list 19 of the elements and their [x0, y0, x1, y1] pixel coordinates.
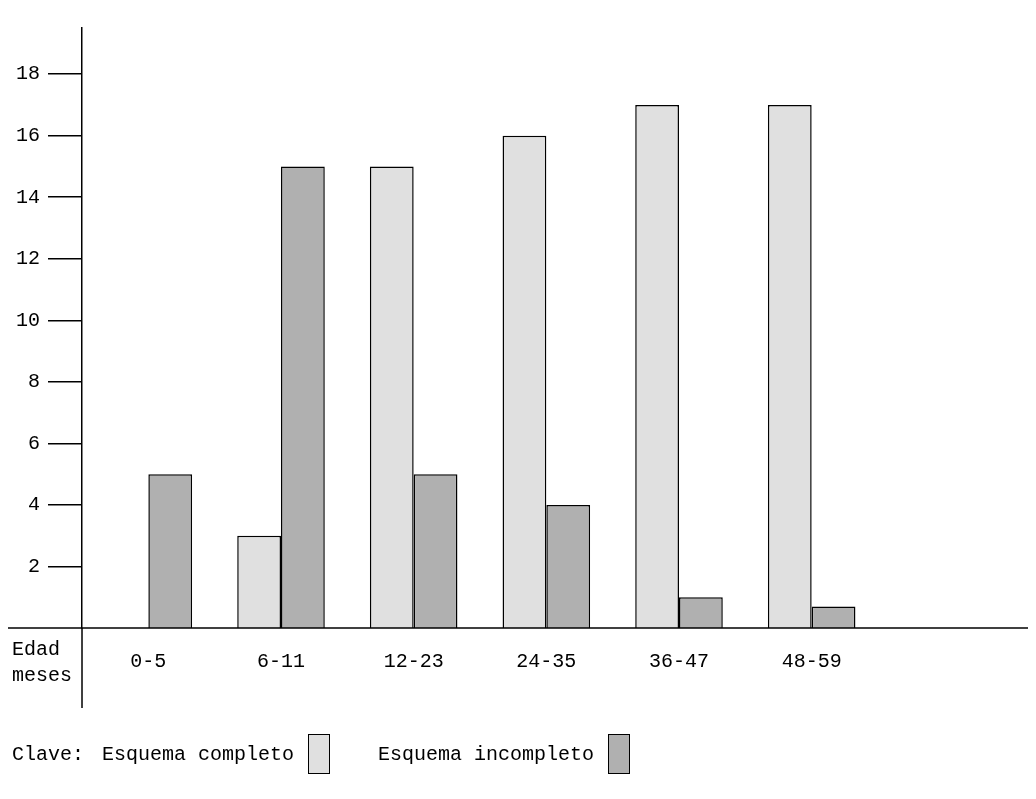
- y-tick-label: 12: [15, 247, 40, 271]
- legend-label: Esquema completo: [102, 742, 295, 766]
- y-tick-label: 10: [15, 308, 40, 332]
- y-tick-label: 18: [15, 62, 40, 86]
- x-tick-label: 0-5: [130, 650, 167, 674]
- y-tick-label: 4: [27, 493, 40, 517]
- x-tick-label: 24-35: [516, 650, 577, 674]
- y-tick-label: 6: [27, 431, 40, 455]
- x-tick-label: 36-47: [648, 650, 710, 674]
- y-tick-label: 14: [15, 185, 40, 209]
- y-tick-label: 8: [27, 370, 40, 394]
- x-axis-title: Edad meses: [12, 638, 73, 688]
- x-tick-label: 12-23: [383, 650, 444, 674]
- x-tick-label: 6-11: [257, 650, 306, 674]
- legend-title: Clave:: [12, 742, 85, 766]
- y-tick-label: 16: [15, 123, 40, 147]
- y-tick-label: 2: [27, 554, 40, 578]
- legend-label: Esquema incompleto: [378, 742, 595, 766]
- x-tick-label: 48-59: [781, 650, 842, 674]
